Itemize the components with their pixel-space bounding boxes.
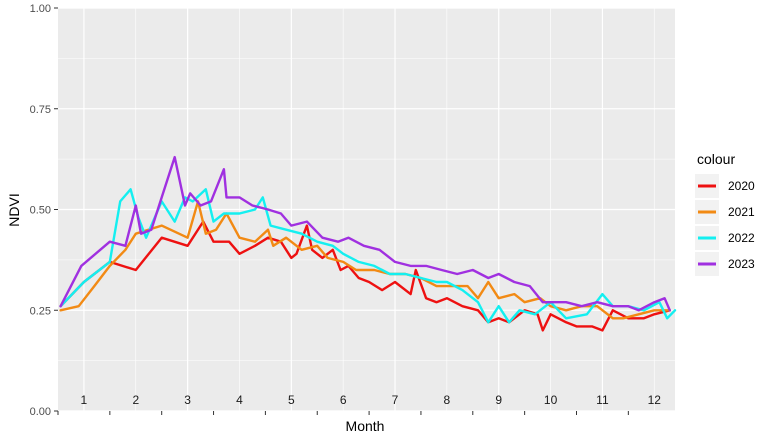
y-tick-label: 0.50 (30, 205, 51, 217)
month-label: 3 (184, 393, 191, 407)
grid-major (58, 7, 675, 412)
month-labels: 1 2 3 4 5 6 7 8 9 10 11 12 (81, 393, 662, 407)
legend-title: colour (697, 151, 735, 167)
series-line-2022 (59, 188, 677, 324)
y-axis-title: NDVI (6, 193, 22, 226)
legend-label: 2020 (728, 179, 755, 193)
month-label: 9 (495, 393, 502, 407)
x-axis-title: Month (346, 418, 385, 434)
month-label: 2 (132, 393, 139, 407)
series-line-2021 (59, 200, 671, 320)
series-lines (59, 155, 677, 332)
y-tick-label: 1.00 (30, 3, 51, 15)
y-tick-label: 0.00 (30, 406, 51, 418)
series-line-2023 (59, 155, 671, 312)
month-label: 5 (288, 393, 295, 407)
month-label: 4 (236, 393, 243, 407)
y-tick-label: 0.25 (30, 305, 51, 317)
x-axis-ticks (57, 411, 629, 415)
legend-label: 2022 (728, 231, 755, 245)
month-label: 8 (444, 393, 451, 407)
month-label: 7 (392, 393, 399, 407)
y-axis: 0.00 0.25 0.50 0.75 1.00 (30, 3, 58, 418)
month-label: 12 (648, 393, 662, 407)
legend-label: 2021 (728, 205, 755, 219)
month-label: 11 (596, 393, 609, 407)
month-label: 6 (340, 393, 347, 407)
y-tick-label: 0.75 (30, 104, 51, 116)
series-line-2020 (59, 220, 671, 332)
month-label: 1 (81, 393, 88, 407)
legend-label: 2023 (728, 257, 755, 271)
legend: colour 2020 2021 2022 2023 (695, 151, 755, 276)
month-label: 10 (544, 393, 558, 407)
